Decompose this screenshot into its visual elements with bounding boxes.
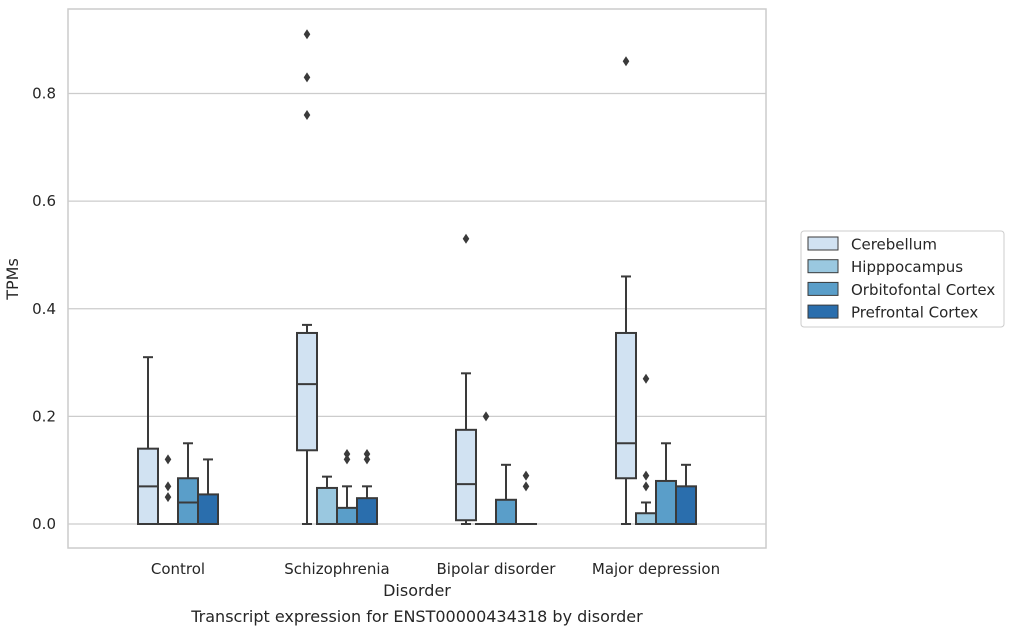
y-tick-label: 0.6 [32, 192, 56, 210]
box-rect [495, 498, 517, 525]
box-1-1 [316, 475, 338, 525]
box-2-0 [177, 442, 199, 525]
legend: Cerebellum Hipppocampus Orbitofontal Corte… [800, 230, 1005, 328]
outlier-point [164, 481, 172, 492]
outlier-point [642, 481, 650, 492]
x-tick-label: Schizophrenia [284, 560, 389, 578]
y-axis-label: TPMs [3, 258, 22, 301]
outlier-point [522, 470, 530, 481]
box-2-2 [495, 463, 517, 525]
box-0-0 [137, 356, 159, 526]
outlier-point [343, 454, 351, 465]
outlier-point [303, 110, 311, 121]
box-3-2 [515, 470, 537, 526]
outlier-point [642, 373, 650, 384]
legend-frame [800, 230, 1005, 328]
x-tick-label: Major depression [592, 560, 720, 578]
outlier-point [363, 454, 371, 465]
y-tick-label: 0.4 [32, 300, 56, 318]
y-tick-labels: 0.0 0.2 0.4 0.6 0.8 [32, 85, 56, 534]
legend-swatch [807, 281, 839, 296]
plot-frame [67, 8, 767, 549]
legend-label: Prefrontal Cortex [851, 304, 978, 322]
grid-lines [68, 92, 766, 525]
box-1-0 [157, 454, 179, 526]
box-rect [336, 506, 358, 526]
box-rect [197, 493, 219, 526]
legend-swatch [807, 304, 839, 319]
outlier-point [363, 449, 371, 460]
chart-caption: Transcript expression for ENST0000043431… [190, 607, 643, 626]
box-rect [455, 428, 477, 522]
outlier-point [303, 29, 311, 40]
box-0-1 [296, 29, 318, 525]
x-tick-label: Control [151, 560, 205, 578]
box-0-3 [615, 56, 637, 525]
x-axis-label: Disorder [383, 581, 451, 600]
y-tick-label: 0.8 [32, 85, 56, 103]
outlier-point [303, 72, 311, 83]
legend-label: Hipppocampus [851, 258, 963, 276]
box-3-0 [197, 458, 219, 526]
box-1-2 [475, 411, 497, 526]
box-1-3 [635, 373, 657, 525]
legend-swatch [807, 236, 839, 251]
box-rect [356, 497, 378, 526]
legend-label: Cerebellum [851, 236, 937, 254]
outlier-point [164, 492, 172, 503]
outlier-point [622, 56, 630, 67]
legend-swatch [807, 259, 839, 274]
box-0-2 [455, 233, 477, 525]
outlier-point [462, 233, 470, 244]
boxes [137, 29, 697, 526]
x-tick-labels: Control Schizophrenia Bipolar disorder Majo… [151, 560, 720, 578]
outlier-point [522, 481, 530, 492]
outlier-point [482, 411, 490, 422]
box-rect [635, 512, 657, 525]
box-rect [615, 331, 637, 480]
box-rect [655, 479, 677, 526]
box-2-3 [655, 442, 677, 526]
box-2-1 [336, 449, 358, 526]
y-tick-label: 0.0 [32, 515, 56, 533]
y-tick-label: 0.2 [32, 407, 56, 425]
outlier-point [343, 449, 351, 460]
legend-label: Orbitofontal Cortex [851, 281, 995, 299]
box-rect [296, 331, 318, 452]
outlier-point [642, 470, 650, 481]
box-rect [316, 486, 338, 525]
box-rect [177, 477, 199, 525]
box-rect [675, 485, 697, 525]
box-3-1 [356, 449, 378, 526]
x-tick-label: Bipolar disorder [437, 560, 557, 578]
outlier-point [164, 454, 172, 465]
box-3-3 [675, 463, 697, 525]
